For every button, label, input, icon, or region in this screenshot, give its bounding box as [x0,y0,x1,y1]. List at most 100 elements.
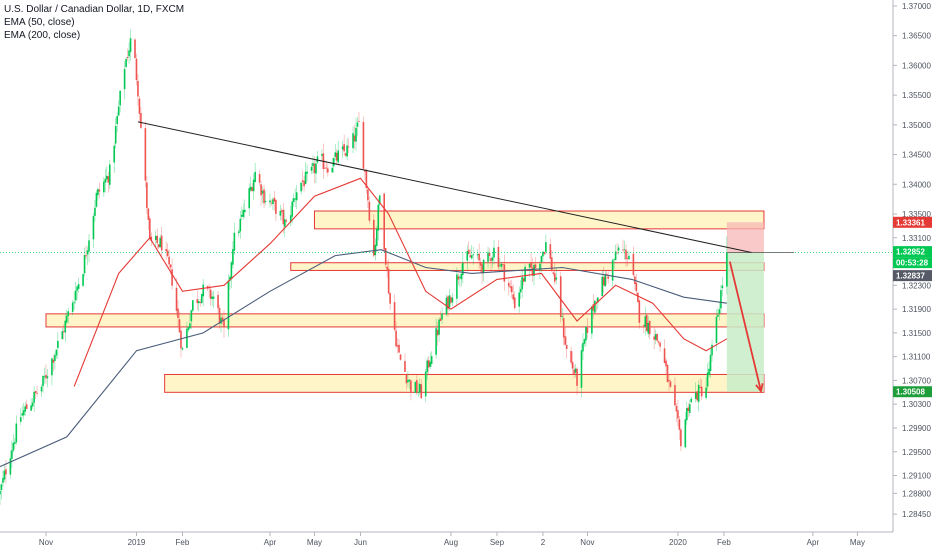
candle-body [597,297,599,303]
candle-body [252,179,255,192]
candle-body [674,385,676,406]
candle-body [103,181,105,193]
x-tick-label: Apr [807,538,820,547]
candle-body [242,209,245,217]
candle-body [396,345,399,347]
candle-body [11,450,13,459]
candle-body [510,286,513,293]
candle-body [199,302,202,303]
x-tick-label: Feb [717,538,731,547]
prev-close-tag: 1.32837 [896,272,925,281]
candle-body [177,308,179,318]
y-tick-label: 1.31100 [902,353,931,362]
candle-body [383,193,385,250]
candle-body [665,360,667,367]
candle-body [389,292,391,304]
candle-body [261,190,264,194]
candle-body [306,171,308,174]
candle-body [657,341,660,343]
x-tick-label: Nov [39,538,53,547]
target-price-tag-bg [893,386,932,398]
candle-body [726,252,728,287]
candle-body [375,228,378,246]
y-tick-label: 1.28800 [902,489,931,498]
candle-body [530,262,532,268]
candle-body [107,176,110,183]
sr-zones [45,210,765,393]
countdown-tag-bg [893,257,932,269]
candle-body [73,301,75,303]
x-tick-label: Aug [444,538,458,547]
candle-body [46,376,49,379]
candle-body [243,209,246,213]
candle-body [645,314,648,332]
y-tick-label: 1.29900 [902,424,931,433]
candle-body [626,257,629,259]
candle-body [52,359,55,363]
candle-body [156,235,159,244]
candle-body [346,145,348,157]
candle-body [562,318,565,338]
candle-body [138,98,141,114]
candle-body [209,289,212,299]
candle-body [705,387,707,398]
candle-body [490,258,492,262]
y-tick-label: 1.31900 [902,305,931,314]
candle-body [160,235,163,251]
candle-body [31,402,34,407]
candle-body [258,174,261,183]
candle-body [186,328,188,348]
candle-body [334,152,337,157]
candle-body [466,251,469,261]
candle-body [472,254,475,256]
candle-body [263,189,265,204]
candle-body [697,384,700,402]
candle-body [135,58,138,81]
candle-body [146,182,148,209]
candle-body [150,236,153,241]
candle-body [54,355,56,361]
candle-body [181,348,184,350]
candle-body [678,419,681,430]
candle-body [202,284,205,297]
x-tick-label: Jun [354,538,367,547]
candle-body [168,256,170,265]
candle-body [686,408,688,421]
current-price-tag: 1.32852 [896,248,925,257]
candle-body [399,354,402,360]
candle-body [585,326,587,341]
candle-body [254,171,256,183]
candle-body [316,156,319,163]
candle-body [34,390,37,393]
candle-body [424,371,427,397]
candle-body [221,317,224,321]
y-tick-label: 1.35500 [902,91,931,100]
candle-body [478,253,480,261]
candle-body [353,135,356,142]
candle-body [113,145,116,163]
candle-body [500,263,503,267]
candle-body [410,380,412,392]
candle-body [248,188,251,209]
ema50-line [73,177,728,387]
candle-body [233,232,236,251]
candle-body [521,277,523,290]
y-tick-label: 1.34000 [902,180,931,189]
candle-body [373,219,375,256]
candle-body [301,180,304,182]
candle-body [64,320,67,333]
y-tick-label: 1.37000 [902,2,931,11]
candle-body [488,253,491,256]
candle-body [637,292,639,302]
candle-body [648,320,651,335]
candle-body [430,356,433,364]
candle-body [469,255,472,258]
candle-body [74,290,77,301]
candle-body [613,259,615,261]
candle-body [40,386,43,392]
candle-body [717,314,719,317]
candle-body [408,379,411,382]
candle-body [24,406,27,412]
